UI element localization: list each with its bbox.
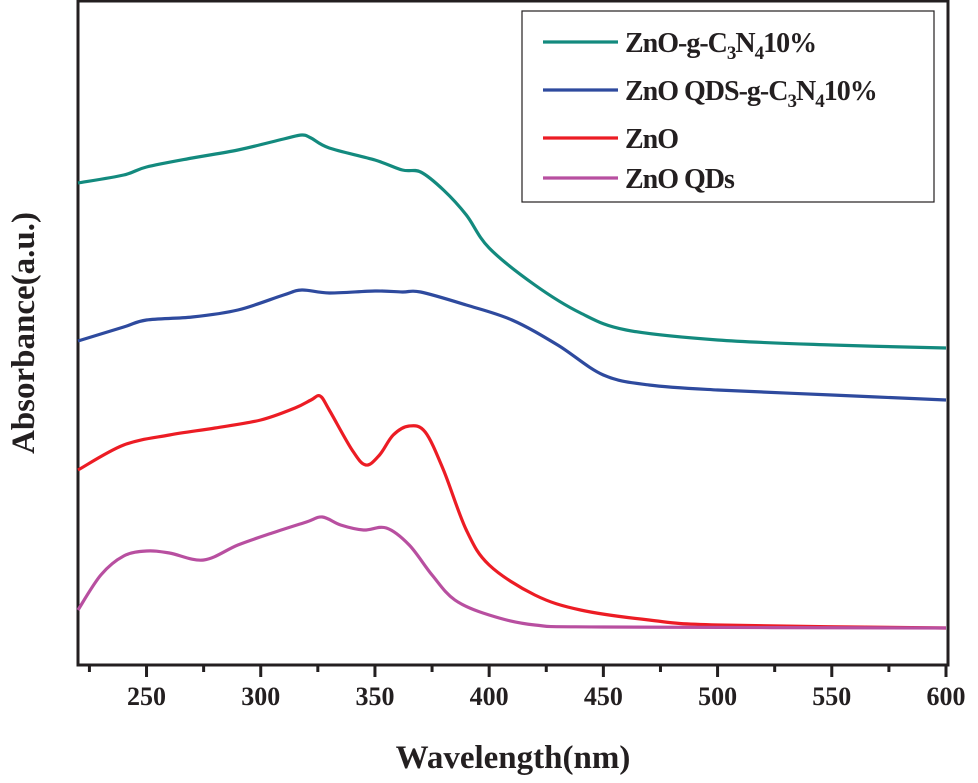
series-line-1 xyxy=(77,288,947,402)
legend-label: ZnO-g-C3N410% xyxy=(625,28,816,64)
legend-label: ZnO xyxy=(625,124,678,155)
legend-label: ZnO QDS-g-C3N410% xyxy=(625,76,877,112)
x-tick-label: 250 xyxy=(127,682,166,711)
x-axis-label: Wavelength(nm) xyxy=(396,740,631,776)
legend-label: ZnO QDs xyxy=(625,164,735,195)
plot-frame xyxy=(76,0,950,667)
y-axis-label: Absorbance(a.u.) xyxy=(6,212,42,454)
x-tick-label: 450 xyxy=(584,682,623,711)
x-tick-label: 600 xyxy=(927,682,966,711)
series-line-3 xyxy=(76,515,947,630)
x-tick-label: 400 xyxy=(470,682,509,711)
series-line-0 xyxy=(77,133,947,350)
x-tick-label: 500 xyxy=(698,682,737,711)
x-tick-label: 300 xyxy=(241,682,280,711)
x-tick-label: 550 xyxy=(812,682,851,711)
series-line-2 xyxy=(77,394,947,630)
x-tick-label: 350 xyxy=(355,682,394,711)
